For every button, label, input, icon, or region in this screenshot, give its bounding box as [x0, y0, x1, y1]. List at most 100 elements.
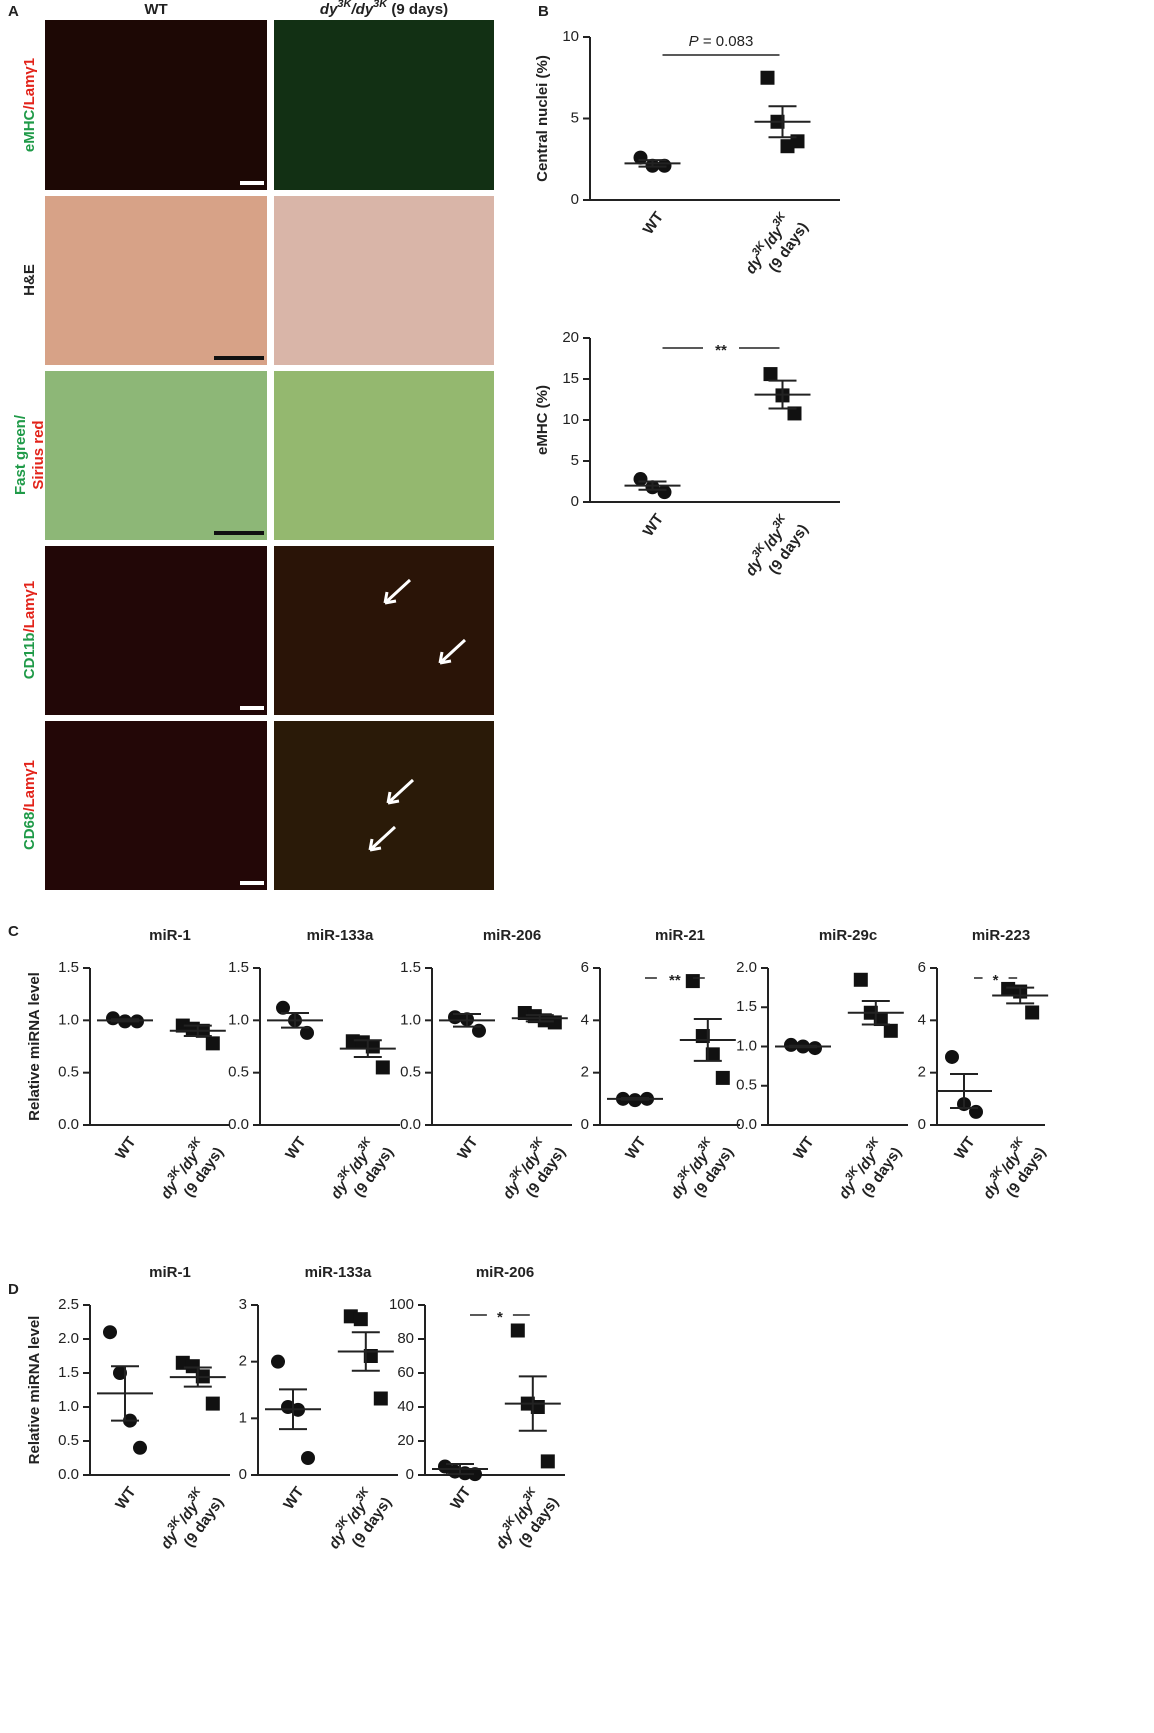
y-axis-label: Central nuclei (%): [534, 55, 551, 182]
x-tick-label: WT: [112, 1134, 139, 1163]
y-tick-label: 3: [239, 1296, 247, 1313]
x-tick-label: dy3K/dy3K (9 days): [833, 1132, 905, 1212]
y-tick-label: 0.5: [736, 1077, 757, 1094]
column-header: dy3K/dy3K (9 days): [320, 0, 448, 18]
y-tick-label: 2.5: [58, 1296, 79, 1313]
image: [274, 721, 494, 890]
chart-title: miR-29c: [819, 927, 877, 944]
image: [45, 721, 267, 890]
y-tick-label: 4: [581, 1011, 589, 1028]
x-tick-label: dy3K/dy3K (9 days): [325, 1132, 397, 1212]
row-label-part: /Lamγ1: [21, 581, 38, 633]
panel-label: A: [8, 3, 19, 20]
y-tick-label: 20: [562, 329, 579, 346]
y-tick-label: 0.5: [58, 1064, 79, 1081]
data-point: [113, 1366, 127, 1380]
data-point: [883, 1023, 898, 1038]
x-tick-label: WT: [280, 1484, 307, 1513]
data-point: [300, 1025, 314, 1040]
y-tick-label: 2: [239, 1353, 247, 1370]
y-tick-label: 1.0: [58, 1398, 79, 1415]
y-tick-label: 1.5: [58, 959, 79, 976]
y-tick-label: 0.0: [228, 1116, 249, 1133]
scale-bar: [214, 531, 264, 535]
y-tick-label: 0.5: [400, 1064, 421, 1081]
y-tick-label: 0: [571, 493, 579, 510]
image: [45, 20, 267, 190]
row-label: Fast green/: [12, 414, 29, 495]
scale-bar: [240, 181, 264, 185]
data-point: [760, 70, 775, 85]
chart-title: miR-223: [972, 927, 1030, 944]
significance-label: P = 0.083: [689, 33, 754, 50]
y-tick-label: 6: [918, 959, 926, 976]
y-tick-label: 80: [397, 1330, 414, 1347]
panel-label: D: [8, 1281, 19, 1298]
data-point: [365, 1039, 380, 1054]
data-point: [106, 1011, 120, 1026]
data-point: [715, 1070, 730, 1085]
y-tick-label: 2.0: [58, 1330, 79, 1347]
y-tick-label: 4: [918, 1011, 926, 1028]
y-tick-label: 1.5: [228, 959, 249, 976]
y-tick-label: 0.0: [736, 1116, 757, 1133]
y-tick-label: 20: [397, 1432, 414, 1449]
row-label-part: H&E: [21, 264, 38, 296]
data-point: [705, 1047, 720, 1062]
x-tick-label: WT: [951, 1134, 978, 1163]
x-tick-label: dy3K/dy3K (9 days): [497, 1132, 569, 1212]
x-tick-label: WT: [112, 1484, 139, 1513]
x-tick-label: dy3K/dy3K (9 days): [155, 1482, 227, 1562]
image: [274, 20, 494, 190]
y-tick-label: 1: [239, 1409, 247, 1426]
x-tick-label: WT: [790, 1134, 817, 1163]
y-axis-label: Relative miRNA level: [26, 972, 43, 1121]
y-tick-label: 100: [389, 1296, 414, 1313]
row-label-part: CD68: [21, 812, 38, 850]
row-label-part: Sirius red: [30, 420, 47, 489]
chart-title: miR-206: [483, 927, 541, 944]
data-point: [363, 1349, 378, 1363]
y-tick-label: 2: [581, 1064, 589, 1081]
y-tick-label: 0: [239, 1466, 247, 1483]
image: [274, 371, 494, 540]
x-tick-label: dy3K/dy3K (9 days): [740, 509, 812, 589]
row-label-part: eMHC: [21, 109, 38, 152]
data-point: [787, 406, 802, 421]
data-point: [271, 1354, 285, 1369]
row-label: CD11b/Lamγ1: [21, 581, 38, 679]
data-point: [633, 150, 648, 165]
image: [45, 196, 267, 365]
significance-label: **: [715, 342, 727, 359]
image: [45, 546, 267, 715]
x-tick-label: WT: [622, 1134, 649, 1163]
x-tick-label: WT: [454, 1134, 481, 1163]
data-point: [1025, 1005, 1040, 1020]
y-tick-label: 60: [397, 1364, 414, 1381]
data-point: [657, 485, 672, 500]
row-label: CD68/Lamγ1: [21, 760, 38, 850]
y-tick-label: 15: [562, 370, 579, 387]
data-point: [633, 472, 648, 487]
chart-title: miR-1: [149, 927, 191, 944]
significance-label: *: [993, 972, 999, 989]
chart-title: miR-1: [149, 1264, 191, 1281]
data-point: [353, 1312, 368, 1327]
row-label-part: /Lamγ1: [21, 58, 38, 110]
x-tick-label: WT: [640, 511, 667, 540]
y-tick-label: 0.5: [58, 1432, 79, 1449]
y-tick-label: 6: [581, 959, 589, 976]
y-tick-label: 0.5: [228, 1064, 249, 1081]
y-tick-label: 0: [571, 191, 579, 208]
data-point: [205, 1396, 220, 1411]
y-tick-label: 0: [918, 1116, 926, 1133]
significance-label: **: [669, 972, 681, 989]
row-label: Sirius red: [30, 420, 47, 489]
scale-bar: [240, 881, 264, 885]
data-point: [468, 1467, 482, 1482]
data-point: [133, 1440, 147, 1455]
row-label: eMHC/Lamγ1: [21, 58, 38, 152]
scale-bar: [240, 706, 264, 710]
image: [45, 371, 267, 540]
